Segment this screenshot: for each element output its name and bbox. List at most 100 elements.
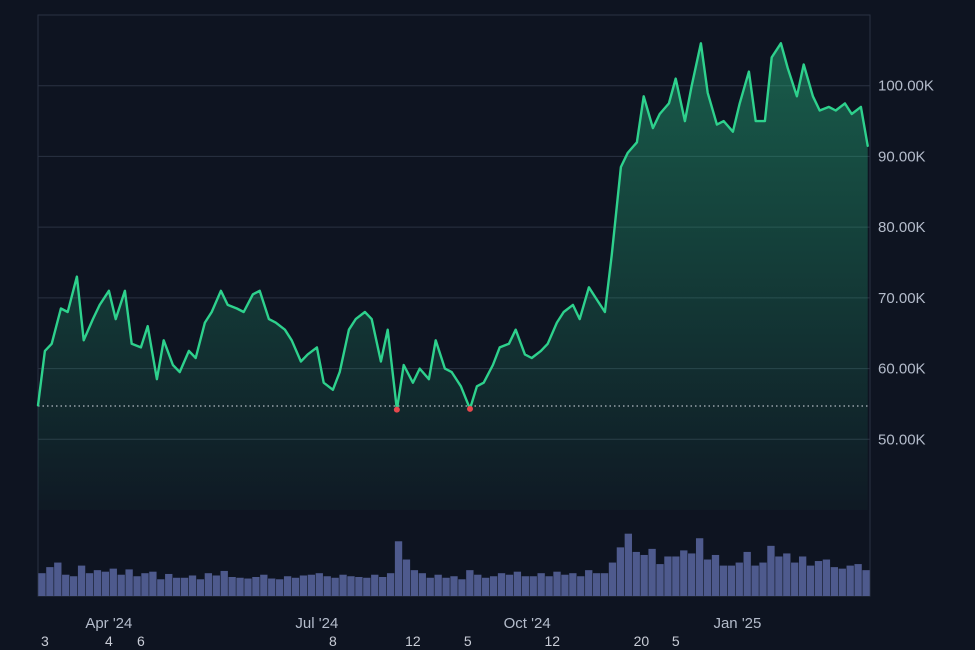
y-tick-label: 80.00K: [878, 219, 926, 236]
volume-bars: [38, 533, 870, 596]
low-markers: [393, 405, 473, 413]
volume-bar: [545, 576, 553, 596]
volume-bar: [640, 554, 648, 596]
volume-bar: [85, 573, 94, 596]
volume-bar: [822, 559, 831, 596]
volume-bar: [236, 577, 244, 596]
x-sub-label: 20: [634, 633, 650, 649]
x-sub-label: 8: [329, 633, 337, 649]
volume-bar: [220, 570, 228, 596]
volume-bar: [228, 577, 236, 596]
volume-bar: [664, 556, 672, 596]
volume-bar: [410, 570, 419, 596]
volume-bar: [735, 562, 743, 596]
volume-bar: [62, 574, 70, 596]
volume-bar: [38, 573, 46, 596]
volume-bar: [482, 577, 490, 596]
x-sub-label: 12: [544, 633, 560, 649]
x-tick-label: Oct '24: [504, 615, 551, 632]
volume-bar: [656, 564, 664, 596]
volume-bar: [442, 577, 450, 596]
volume-bar: [276, 579, 284, 596]
volume-bar: [529, 576, 537, 596]
volume-bar: [577, 576, 585, 596]
volume-bar: [680, 550, 688, 596]
volume-bar: [830, 567, 839, 596]
volume-bar: [767, 545, 775, 596]
y-tick-label: 100.00K: [878, 78, 934, 95]
volume-bar: [260, 574, 268, 596]
price-line-layer: [36, 42, 869, 411]
volume-bar: [180, 577, 189, 596]
volume-bar: [600, 573, 609, 596]
x-tick-label: Apr '24: [85, 615, 132, 632]
volume-bar: [688, 553, 696, 596]
volume-bar: [371, 574, 379, 596]
y-tick-label: 60.00K: [878, 361, 926, 378]
volume-bar: [592, 573, 601, 596]
volume-bar: [283, 576, 292, 596]
volume-bar: [212, 575, 220, 596]
low-marker: [467, 405, 473, 412]
volume-bar: [703, 559, 712, 596]
volume-bar: [672, 556, 680, 596]
x-tick-label: Jan '25: [713, 615, 761, 632]
volume-bar: [386, 573, 395, 596]
volume-bar: [632, 551, 640, 596]
volume-bar: [727, 565, 735, 596]
volume-bar: [783, 553, 791, 596]
volume-bar: [775, 556, 783, 596]
volume-bar: [743, 551, 751, 596]
volume-bar: [806, 565, 815, 596]
x-sub-label: 3: [41, 633, 49, 649]
volume-bar: [418, 573, 426, 596]
volume-bar: [791, 562, 799, 596]
volume-bar: [331, 577, 339, 596]
price-area: [38, 43, 868, 511]
x-sub-label: 5: [672, 633, 680, 649]
volume-bar: [196, 579, 205, 596]
volume-bar: [616, 547, 625, 596]
volume-bar: [188, 575, 197, 596]
volume-bar: [846, 565, 854, 596]
volume-bar: [101, 571, 110, 596]
volume-bar: [394, 541, 403, 596]
volume-bar: [204, 573, 213, 596]
volume-bar: [149, 571, 157, 596]
volume-bar: [434, 574, 442, 596]
volume-bar: [513, 571, 522, 596]
volume-bar: [561, 574, 569, 596]
x-axis: Apr '24 Jul '24 Oct '24 Jan '25 3 4 6 8 12 5 12 20 5: [41, 615, 761, 649]
price-area-fill: [38, 43, 868, 511]
volume-bar: [402, 559, 411, 596]
volume-bar: [46, 567, 54, 596]
volume-bar: [553, 571, 561, 596]
volume-bar: [133, 576, 141, 596]
volume-bar: [814, 561, 823, 596]
volume-bar: [798, 556, 807, 596]
volume-bar: [307, 574, 316, 596]
volume-bar: [379, 577, 387, 596]
volume-bar: [173, 577, 181, 596]
volume-bar: [450, 576, 458, 596]
volume-bar: [569, 573, 577, 596]
volume-bar: [109, 568, 117, 596]
volume-bar: [117, 574, 125, 596]
y-tick-label: 50.00K: [878, 431, 926, 448]
volume-bar: [252, 577, 260, 596]
volume-bar: [695, 538, 704, 596]
volume-bar: [466, 570, 474, 596]
x-sub-label: 12: [405, 633, 421, 649]
volume-bar: [648, 548, 656, 596]
volume-bar: [93, 570, 102, 596]
volume-bar: [69, 576, 78, 596]
volume-bar: [838, 568, 846, 596]
y-tick-label: 90.00K: [878, 148, 926, 165]
volume-bar: [315, 573, 323, 596]
volume-bar: [751, 565, 759, 596]
volume-bar: [141, 573, 149, 596]
volume-bar: [719, 565, 728, 596]
y-tick-label: 70.00K: [878, 290, 926, 307]
volume-bar: [355, 577, 363, 596]
